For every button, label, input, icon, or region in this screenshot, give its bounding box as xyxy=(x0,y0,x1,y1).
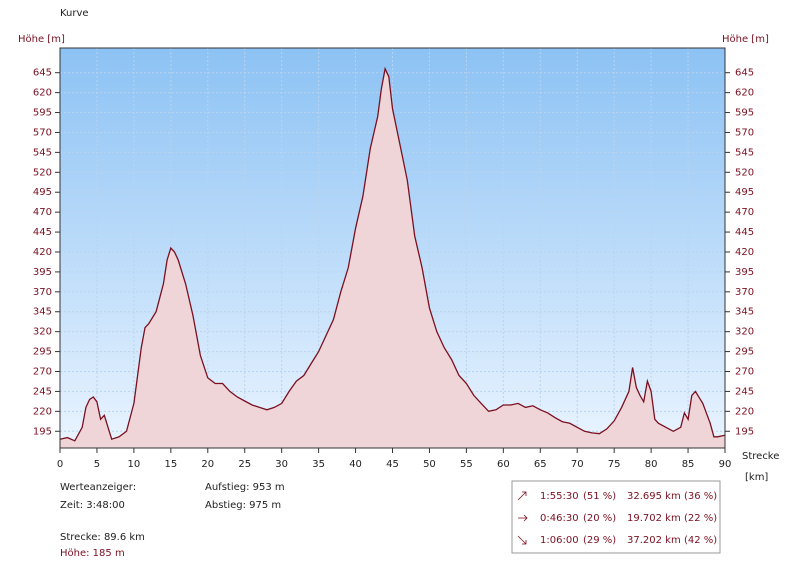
info-heading: Werteanzeiger: xyxy=(60,482,136,493)
summary-cell: (36 %) xyxy=(684,491,717,502)
y-tick-label: 245 xyxy=(33,386,52,397)
summary-cell: 1:06:00 xyxy=(540,535,579,546)
x-tick-label: 5 xyxy=(94,459,100,470)
y-tick-label: 395 xyxy=(33,267,52,278)
y-tick-label: 295 xyxy=(33,347,52,358)
y-tick-label-right: 370 xyxy=(735,287,754,298)
x-tick-label: 30 xyxy=(275,459,288,470)
summary-cell: (22 %) xyxy=(684,513,717,524)
x-tick-label: 20 xyxy=(201,459,214,470)
y-axis-label-right: Höhe [m] xyxy=(722,34,769,45)
x-tick-label: 35 xyxy=(312,459,325,470)
info-descent: Abstieg: 975 m xyxy=(205,500,281,511)
y-tick-label: 595 xyxy=(33,108,52,119)
y-tick-label-right: 520 xyxy=(735,167,754,178)
y-axis-label: Höhe [m] xyxy=(18,34,65,45)
y-tick-label-right: 270 xyxy=(735,367,754,378)
summary-cell: (29 %) xyxy=(583,535,616,546)
line xyxy=(59,66,726,442)
y-tick-label-right: 595 xyxy=(735,108,754,119)
y-tick-label-right: 495 xyxy=(735,187,754,198)
summary-cell: (42 %) xyxy=(684,535,717,546)
y-tick-label: 570 xyxy=(33,127,52,138)
x-tick-label: 50 xyxy=(423,459,436,470)
y-tick-label-right: 645 xyxy=(735,68,754,79)
y-tick-label-right: 470 xyxy=(735,207,754,218)
x-tick-label: 70 xyxy=(571,459,584,470)
x-axis-label: Strecke xyxy=(742,451,779,462)
summary-cell: 32.695 km xyxy=(627,491,681,502)
y-tick-label-right: 295 xyxy=(735,347,754,358)
summary-cell: 0:46:30 xyxy=(540,513,579,524)
y-tick-label-right: 620 xyxy=(735,88,754,99)
info-distance: Strecke: 89.6 km xyxy=(60,532,145,543)
x-tick-label: 40 xyxy=(349,459,362,470)
x-tick-label: 65 xyxy=(534,459,547,470)
y-tick-label: 445 xyxy=(33,227,52,238)
y-tick-label-right: 320 xyxy=(735,327,754,338)
info-height: Höhe: 185 m xyxy=(60,548,125,559)
y-tick-label-right: 345 xyxy=(735,307,754,318)
y-tick-label: 220 xyxy=(33,406,52,417)
x-tick-label: 75 xyxy=(608,459,621,470)
info-ascent: Aufstieg: 953 m xyxy=(205,482,285,493)
y-tick-label-right: 195 xyxy=(735,426,754,437)
y-tick-label-right: 395 xyxy=(735,267,754,278)
summary-cell: (51 %) xyxy=(583,491,616,502)
y-tick-label-right: 445 xyxy=(735,227,754,238)
y-tick-label: 645 xyxy=(33,68,52,79)
info-time: Zeit: 3:48:00 xyxy=(60,500,125,511)
x-tick-label: 80 xyxy=(645,459,658,470)
y-tick-label: 495 xyxy=(33,187,52,198)
summary-cell: 37.202 km xyxy=(627,535,681,546)
summary-cell: 1:55:30 xyxy=(540,491,579,502)
y-tick-label: 420 xyxy=(33,247,52,258)
y-tick-label: 320 xyxy=(33,327,52,338)
area xyxy=(60,68,725,448)
y-tick-label-right: 220 xyxy=(735,406,754,417)
x-tick-label: 55 xyxy=(460,459,473,470)
summary-cell: (20 %) xyxy=(583,513,616,524)
icon-up xyxy=(517,491,527,501)
chart-title: Kurve xyxy=(60,8,89,19)
y-tick-label: 545 xyxy=(33,147,52,158)
y-tick-label-right: 570 xyxy=(735,127,754,138)
y-tick-label-right: 545 xyxy=(735,147,754,158)
x-tick-label: 85 xyxy=(682,459,695,470)
summary-cell: 19.702 km xyxy=(627,513,681,524)
y-tick-label: 370 xyxy=(33,287,52,298)
x-tick-label: 15 xyxy=(164,459,177,470)
y-tick-label: 270 xyxy=(33,367,52,378)
x-tick-label: 60 xyxy=(497,459,510,470)
x-tick-label: 10 xyxy=(128,459,141,470)
y-tick-label: 470 xyxy=(33,207,52,218)
y-tick-label: 520 xyxy=(33,167,52,178)
y-tick-label: 195 xyxy=(33,426,52,437)
x-axis-unit: [km] xyxy=(745,472,768,483)
summary-icons xyxy=(517,491,528,545)
y-tick-label-right: 245 xyxy=(735,386,754,397)
y-tick-label-right: 420 xyxy=(735,247,754,258)
summary-box xyxy=(511,480,721,554)
x-tick-label: 90 xyxy=(719,459,732,470)
y-tick-label: 345 xyxy=(33,307,52,318)
plot xyxy=(59,48,726,448)
icon-flat xyxy=(518,514,528,522)
x-tick-label: 25 xyxy=(238,459,251,470)
icon-down xyxy=(517,535,527,545)
x-tick-label: 45 xyxy=(386,459,399,470)
y-tick-label: 620 xyxy=(33,88,52,99)
x-tick-label: 0 xyxy=(57,459,63,470)
